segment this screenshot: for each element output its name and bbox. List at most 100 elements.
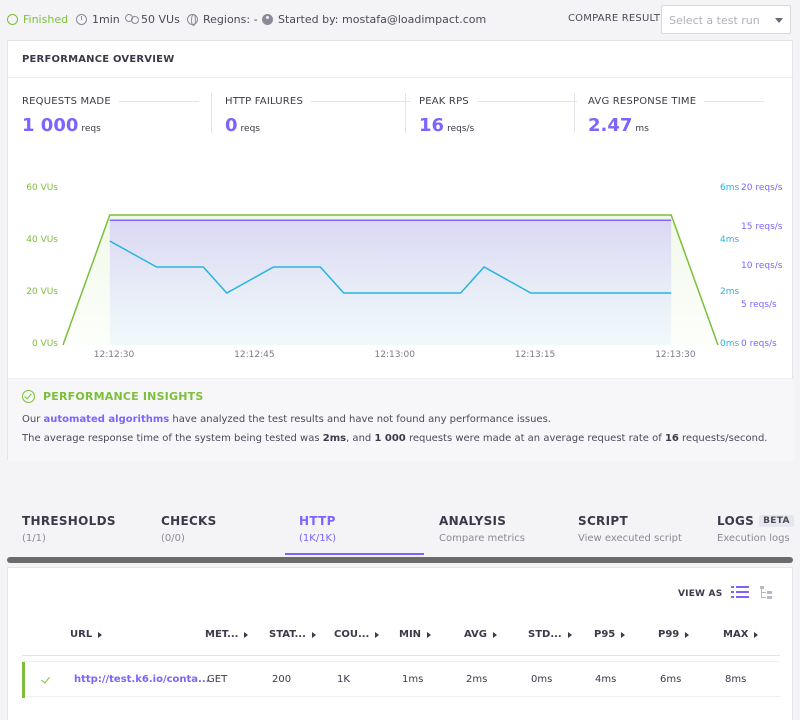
y-axis-tick-vus: 20 VUs: [26, 287, 58, 297]
user-icon: [262, 14, 273, 25]
performance-insights: [8, 379, 794, 461]
performance-chart[interactable]: 0 VUs 20 VUs 40 VUs 60 VUs 0ms 2ms 4ms 6ms 0 req…: [8, 181, 794, 371]
tab-thresholds[interactable]: THRESHOLDS (1/1): [22, 514, 116, 544]
tabs-scrollbar[interactable]: [7, 557, 793, 563]
duration: 1min: [76, 13, 120, 26]
tab-subtitle: (1/1): [22, 533, 46, 544]
divider: [476, 101, 577, 102]
tab-title: SCRIPT: [578, 514, 628, 528]
column-header-p95[interactable]: P95: [594, 629, 626, 640]
metric-label: REQUESTS MADE: [22, 96, 111, 107]
vus-series-line: [62, 214, 719, 346]
compare-select-placeholder: Select a test run: [669, 14, 760, 27]
tab-script[interactable]: SCRIPT View executed script: [578, 514, 682, 544]
sort-arrow-icon: [375, 631, 380, 638]
divider: [405, 93, 406, 133]
y-axis-tick-rps: 5 reqs/s: [741, 300, 777, 310]
metric-unit: reqs: [240, 124, 260, 134]
tab-subtitle: (0/0): [161, 533, 185, 544]
column-header-status[interactable]: STAT...: [269, 629, 316, 640]
insight-text: , and: [346, 433, 375, 444]
tab-subtitle: (1K/1K): [299, 533, 337, 544]
metric-requests-made: REQUESTS MADE 1 000 reqs: [22, 96, 199, 136]
sort-arrow-icon: [567, 631, 572, 638]
row-url-link[interactable]: http://test.k6.io/conta...: [74, 674, 210, 685]
row-std: 0ms: [531, 674, 553, 685]
tab-title: THRESHOLDS: [22, 514, 116, 528]
table-row[interactable]: http://test.k6.io/conta... GET 200 1K 1m…: [22, 661, 780, 698]
row-status-accent: [22, 662, 25, 698]
y-axis-tick-vus: 0 VUs: [31, 339, 58, 349]
metric-http-failures: HTTP FAILURES 0 reqs: [225, 96, 412, 136]
status-finished: Finished: [7, 13, 68, 26]
column-header-count[interactable]: COU...: [334, 629, 380, 640]
column-header-min[interactable]: MIN: [399, 629, 432, 640]
column-header-avg[interactable]: AVG: [464, 629, 498, 640]
sort-arrow-icon: [754, 631, 759, 638]
y-axis-tick-vus: 40 VUs: [26, 235, 58, 245]
compare-result-label: COMPARE RESULT: [568, 13, 661, 24]
tree-view-icon[interactable]: [760, 586, 774, 600]
sort-arrow-icon: [311, 631, 316, 638]
divider: [118, 101, 199, 102]
performance-overview-card: PERFORMANCE OVERVIEW REQUESTS MADE 1 000…: [7, 40, 794, 461]
virtual-users: 50 VUs: [125, 13, 180, 26]
x-axis-tick: 12:13:00: [374, 350, 415, 360]
tab-title: HTTP: [299, 514, 336, 528]
active-tab-indicator: [285, 553, 424, 555]
divider: [704, 101, 765, 102]
tab-subtitle: Execution logs: [717, 533, 790, 544]
tab-analysis[interactable]: ANALYSIS Compare metrics: [439, 514, 525, 544]
duration-label: 1min: [92, 13, 120, 26]
column-header-std[interactable]: STD...: [528, 629, 572, 640]
column-header-label: STAT...: [269, 629, 306, 640]
divider: [8, 77, 794, 78]
globe-icon: [187, 14, 198, 26]
insight-text: requests/second.: [678, 433, 768, 444]
regions-label: Regions: -: [203, 13, 258, 26]
row-min: 1ms: [402, 674, 424, 685]
y-axis-tick-rps: 15 reqs/s: [741, 222, 783, 232]
http-requests-card: VIEW AS URL MET... STAT... COU... MIN AV…: [7, 567, 793, 720]
column-header-label: STD...: [528, 629, 562, 640]
metric-label: AVG RESPONSE TIME: [588, 96, 697, 107]
column-header-label: P95: [594, 629, 616, 640]
x-axis-tick: 12:13:15: [514, 350, 556, 360]
metric-value: 2.47: [588, 115, 633, 136]
column-header-p99[interactable]: P99: [658, 629, 690, 640]
status-label: Finished: [23, 13, 69, 26]
x-axis-tick: 12:13:30: [655, 350, 696, 360]
view-as-label: VIEW AS: [678, 589, 723, 599]
y-axis-tick-ms: 2ms: [720, 287, 740, 297]
divider: [211, 93, 212, 133]
compare-test-run-select[interactable]: Select a test run: [661, 5, 791, 34]
sort-arrow-icon: [685, 631, 690, 638]
column-header-label: MET...: [205, 629, 239, 640]
insights-title-label: PERFORMANCE INSIGHTS: [43, 390, 204, 403]
column-header-max[interactable]: MAX: [723, 629, 759, 640]
test-run-header: Finished 1min 50 VUs Regions: - Started …: [0, 0, 800, 40]
performance-chart-svg: [62, 214, 719, 346]
card-title: PERFORMANCE OVERVIEW: [22, 54, 175, 65]
performance-insights-title: PERFORMANCE INSIGHTS: [22, 390, 203, 403]
metric-peak-rps: PEAK RPS 16 reqs/s: [419, 96, 577, 136]
beta-badge: BETA: [759, 515, 794, 527]
tab-checks[interactable]: CHECKS (0/0): [161, 514, 217, 544]
row-count: 1K: [337, 674, 350, 685]
check-circle-icon: [22, 390, 35, 403]
list-view-icon[interactable]: [731, 586, 749, 600]
tab-http[interactable]: HTTP (1K/1K): [299, 514, 336, 544]
insight-line-1: Our automated algorithms have analyzed t…: [22, 414, 551, 425]
metric-value: 16: [419, 115, 445, 136]
metric-value: 0: [225, 115, 238, 136]
y-axis-tick-vus: 60 VUs: [26, 183, 58, 193]
clock-icon: [76, 14, 87, 25]
column-header-url[interactable]: URL: [70, 629, 103, 640]
column-header-method[interactable]: MET...: [205, 629, 249, 640]
started-by-label: Started by: mostafa@loadimpact.com: [278, 13, 487, 26]
automated-algorithms-link[interactable]: automated algorithms: [43, 414, 170, 425]
metric-unit: reqs: [81, 124, 101, 134]
tab-logs[interactable]: LOGS BETA Execution logs: [717, 514, 794, 544]
y-axis-tick-rps: 0 reqs/s: [741, 339, 777, 349]
check-icon: [41, 674, 50, 684]
